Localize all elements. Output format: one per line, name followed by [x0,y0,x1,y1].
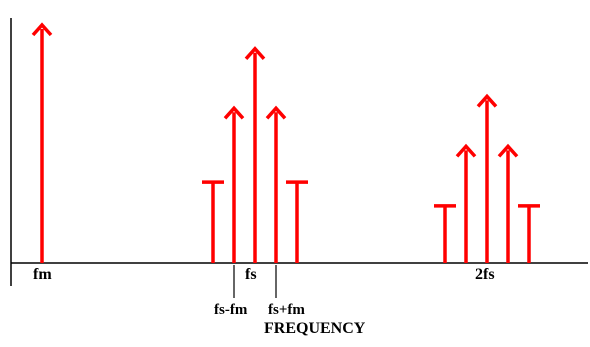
arrowhead-fs [244,46,266,60]
arrowhead-fm [31,22,53,37]
arrowhead-2fs [476,93,498,108]
arrowhead-fs-plus-fm [265,105,287,120]
label-fm: fm [33,266,52,283]
x-axis-label: FREQUENCY [264,320,366,337]
spectral-lines [31,22,540,263]
arrowhead-2fs-plus-fm [497,143,519,158]
arrowhead-2fs-fm [455,143,477,158]
label-fs-minus-fm: fs-fm [214,302,248,318]
label-2fs: 2fs [475,266,495,283]
label-fs: fs [245,266,257,283]
arrowhead-fs-fm [223,105,245,120]
label-fs-plus-fm: fs+fm [268,302,305,318]
